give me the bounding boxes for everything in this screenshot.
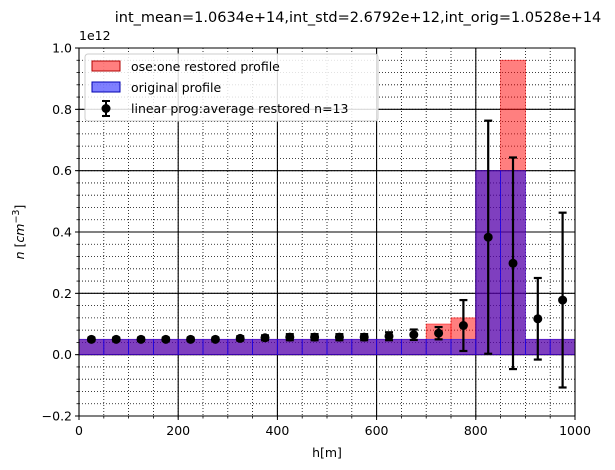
bar-original	[376, 338, 402, 356]
errorbar-marker	[86, 334, 96, 344]
errorbar-marker	[558, 295, 568, 305]
legend-label-original: original profile	[131, 80, 221, 95]
errorbar-marker	[111, 334, 121, 344]
legend-label-restored: ose:one restored profile	[131, 59, 280, 74]
legend: ose:one restored profile original profil…	[84, 53, 379, 122]
errorbar-marker	[136, 334, 146, 344]
y-tick-label: 1.0	[52, 41, 72, 56]
x-tick-label: 800	[464, 423, 488, 438]
errorbar-marker	[409, 330, 419, 340]
errorbar-marker	[508, 258, 518, 268]
x-tick-label: 0	[75, 423, 83, 438]
errorbar-marker	[210, 334, 220, 344]
errorbar-marker	[310, 332, 320, 342]
y-tick-label: 0.0	[52, 347, 72, 362]
chart-title: int_mean=1.0634e+14,int_std=2.6792e+12,i…	[115, 10, 602, 26]
y-tick-label: 0.4	[52, 225, 72, 240]
y-tick-label: 0.2	[52, 286, 72, 301]
errorbar-marker	[359, 332, 369, 342]
errorbar-marker	[260, 333, 270, 343]
x-axis-label: h[m]	[312, 445, 342, 460]
legend-swatch-original	[91, 81, 121, 93]
bar-original	[425, 338, 452, 356]
x-tick-label: 1000	[559, 423, 591, 438]
legend-label-average: linear prog:average restored n=13	[131, 101, 348, 116]
errorbar-marker	[483, 232, 493, 242]
errorbar-layer	[86, 119, 568, 389]
y-tick-label: −0.2	[42, 409, 72, 424]
y-tick-label: 0.6	[52, 163, 72, 178]
axis-ticks: 0 200 400 600 800 1000 −0.2 0.0 0.2 0.4 0.6 0.8 1.0	[42, 41, 591, 439]
legend-swatch-restored	[91, 60, 121, 72]
legend-box	[84, 53, 379, 122]
errorbar-marker	[235, 333, 245, 343]
bar-original	[400, 338, 427, 356]
errorbar-marker	[458, 321, 468, 331]
x-tick-label: 200	[166, 423, 190, 438]
bars-layer	[78, 59, 576, 356]
errorbar-marker	[285, 332, 295, 342]
legend-errorbar-marker	[101, 104, 111, 113]
y-tick-label: 0.8	[52, 102, 72, 117]
errorbar-marker	[384, 331, 394, 341]
errorbar-marker	[186, 334, 196, 344]
x-tick-label: 600	[365, 423, 389, 438]
errorbar-marker	[334, 332, 344, 342]
y-offset-label: 1e12	[79, 28, 111, 43]
errorbar-marker	[533, 314, 543, 324]
errorbar-marker	[161, 334, 171, 344]
x-tick-label: 400	[265, 423, 289, 438]
errorbar-marker	[434, 328, 444, 338]
